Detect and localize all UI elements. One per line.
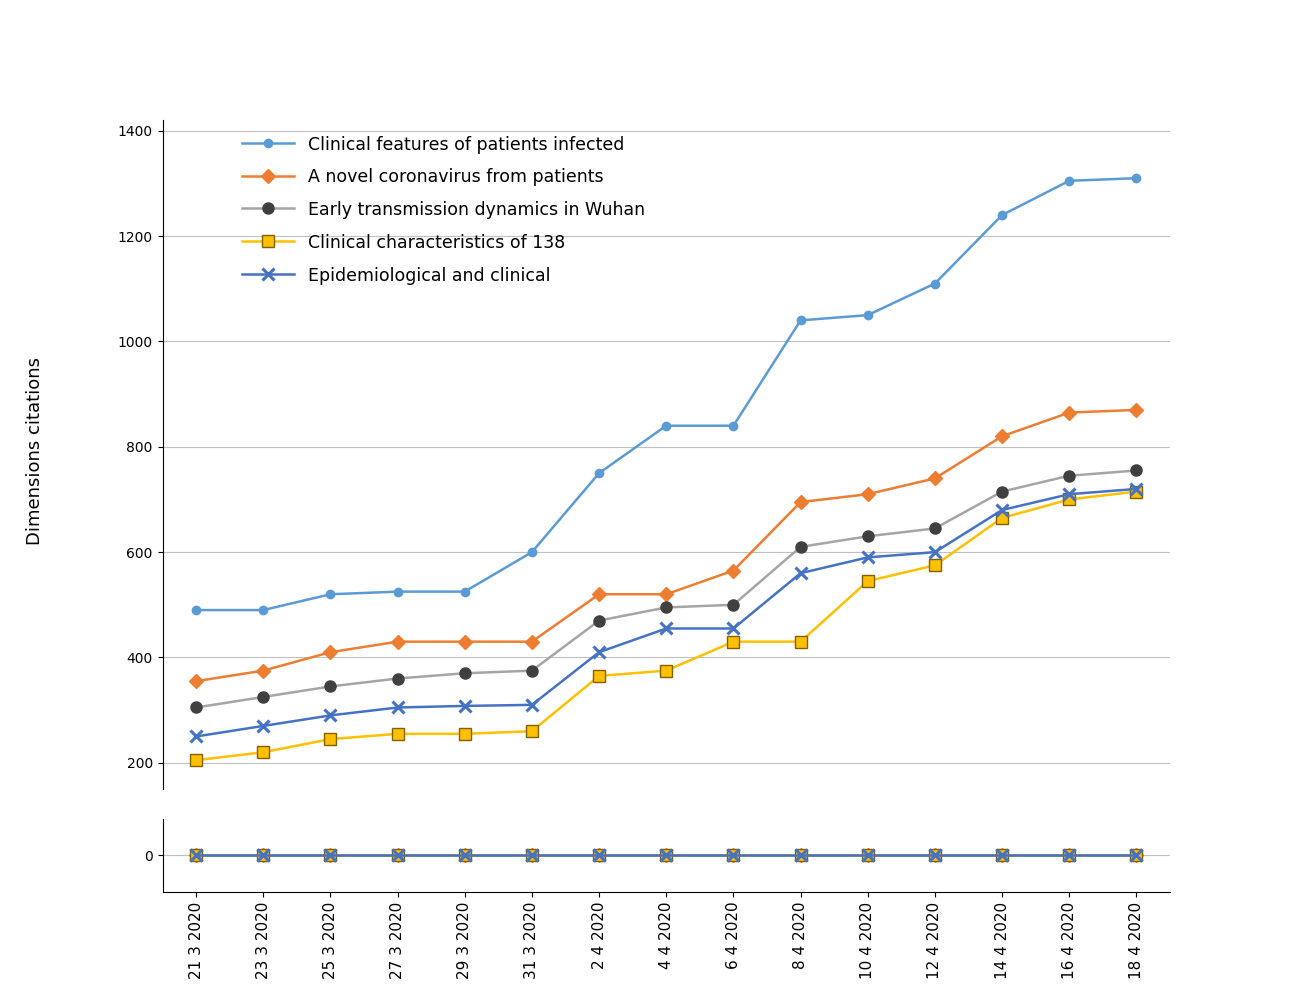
Early transmission dynamics in Wuhan (255, 691, 272, 703)
Clinical features of patients infected (255, 604, 272, 616)
A novel coronavirus from patients (188, 675, 204, 687)
Early transmission dynamics in Wuhan (390, 672, 406, 684)
Clinical characteristics of 138 (861, 575, 876, 587)
A novel coronavirus from patients (322, 646, 338, 658)
Clinical characteristics of 138 (725, 635, 741, 647)
Epidemiological and clinical (458, 700, 473, 712)
Clinical features of patients infected (861, 309, 876, 321)
Clinical characteristics of 138 (458, 727, 473, 739)
Clinical characteristics of 138 (390, 727, 406, 739)
Line: Early transmission dynamics in Wuhan: Early transmission dynamics in Wuhan (191, 465, 1141, 713)
Epidemiological and clinical (592, 646, 607, 658)
Clinical characteristics of 138 (658, 664, 673, 676)
Epidemiological and clinical (524, 698, 539, 710)
Clinical features of patients infected (592, 467, 607, 479)
Clinical characteristics of 138 (592, 670, 607, 682)
Line: Clinical features of patients infected: Clinical features of patients infected (192, 174, 1140, 614)
Epidemiological and clinical (994, 504, 1010, 516)
Early transmission dynamics in Wuhan (322, 680, 338, 692)
A novel coronavirus from patients (390, 635, 406, 647)
A novel coronavirus from patients (255, 664, 272, 676)
Line: Clinical characteristics of 138: Clinical characteristics of 138 (191, 486, 1141, 766)
Clinical characteristics of 138 (1128, 486, 1144, 498)
Early transmission dynamics in Wuhan (658, 601, 673, 613)
Clinical characteristics of 138 (994, 512, 1010, 524)
Clinical characteristics of 138 (1061, 493, 1076, 505)
Clinical features of patients infected (322, 588, 338, 600)
Early transmission dynamics in Wuhan (188, 701, 204, 713)
Clinical features of patients infected (458, 585, 473, 597)
Clinical features of patients infected (658, 420, 673, 432)
A novel coronavirus from patients (927, 472, 942, 484)
A novel coronavirus from patients (458, 635, 473, 647)
Clinical features of patients infected (188, 604, 204, 616)
A novel coronavirus from patients (524, 635, 539, 647)
Epidemiological and clinical (793, 567, 809, 579)
Epidemiological and clinical (322, 709, 338, 721)
A novel coronavirus from patients (658, 588, 673, 600)
Clinical features of patients infected (927, 278, 942, 290)
Clinical characteristics of 138 (524, 725, 539, 737)
Line: Epidemiological and clinical: Epidemiological and clinical (191, 483, 1141, 742)
Early transmission dynamics in Wuhan (458, 667, 473, 679)
Early transmission dynamics in Wuhan (592, 614, 607, 626)
A novel coronavirus from patients (994, 430, 1010, 442)
Clinical characteristics of 138 (793, 635, 809, 647)
A novel coronavirus from patients (1061, 407, 1076, 419)
Early transmission dynamics in Wuhan (524, 664, 539, 676)
A novel coronavirus from patients (725, 564, 741, 576)
Clinical characteristics of 138 (188, 755, 204, 767)
Clinical features of patients infected (1128, 172, 1144, 184)
Clinical features of patients infected (390, 585, 406, 597)
Clinical features of patients infected (524, 546, 539, 558)
Early transmission dynamics in Wuhan (725, 599, 741, 611)
A novel coronavirus from patients (1128, 404, 1144, 416)
Clinical features of patients infected (793, 315, 809, 327)
Epidemiological and clinical (390, 701, 406, 713)
Clinical characteristics of 138 (255, 746, 272, 759)
Clinical characteristics of 138 (927, 559, 942, 571)
Early transmission dynamics in Wuhan (927, 522, 942, 534)
Text: Dimensions citations: Dimensions citations (26, 357, 44, 545)
Clinical features of patients infected (725, 420, 741, 432)
Epidemiological and clinical (861, 551, 876, 563)
A novel coronavirus from patients (592, 588, 607, 600)
Line: A novel coronavirus from patients: A novel coronavirus from patients (191, 405, 1141, 686)
Epidemiological and clinical (927, 546, 942, 558)
A novel coronavirus from patients (793, 496, 809, 508)
Epidemiological and clinical (1061, 488, 1076, 500)
Early transmission dynamics in Wuhan (1061, 470, 1076, 482)
Clinical characteristics of 138 (322, 733, 338, 745)
Early transmission dynamics in Wuhan (793, 541, 809, 553)
Epidemiological and clinical (658, 622, 673, 634)
Early transmission dynamics in Wuhan (861, 530, 876, 542)
A novel coronavirus from patients (861, 488, 876, 500)
Epidemiological and clinical (1128, 483, 1144, 495)
Clinical features of patients infected (1061, 174, 1076, 186)
Epidemiological and clinical (255, 719, 272, 731)
Legend: Clinical features of patients infected, A novel coronavirus from patients, Early: Clinical features of patients infected, … (242, 135, 645, 285)
Early transmission dynamics in Wuhan (1128, 465, 1144, 477)
Clinical features of patients infected (994, 209, 1010, 221)
Epidemiological and clinical (725, 622, 741, 634)
Early transmission dynamics in Wuhan (994, 486, 1010, 498)
Epidemiological and clinical (188, 730, 204, 742)
